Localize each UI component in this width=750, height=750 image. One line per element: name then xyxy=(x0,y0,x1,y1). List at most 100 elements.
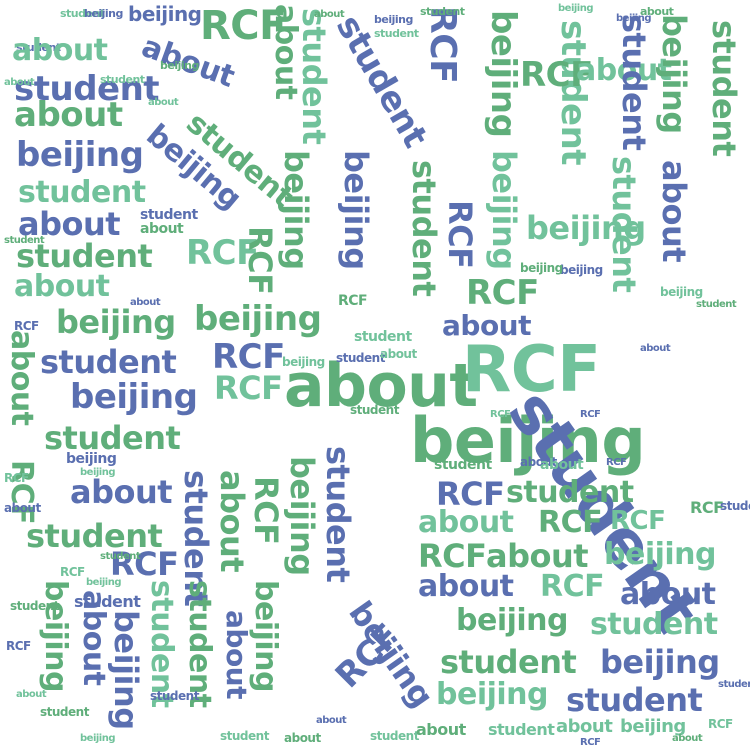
word-rcf: RCF xyxy=(690,498,724,517)
word-beijing: beijing xyxy=(194,299,322,339)
word-beijing: beijing xyxy=(436,677,549,712)
word-about: about xyxy=(640,343,671,354)
word-rcf: RCF xyxy=(606,457,627,468)
word-beijing: beijing xyxy=(107,610,145,730)
word-beijing: beijing xyxy=(660,285,703,299)
word-beijing: beijing xyxy=(485,150,523,270)
word-beijing: beijing xyxy=(283,456,321,576)
word-beijing: beijing xyxy=(70,377,198,417)
word-about: about xyxy=(672,733,703,744)
word-student: student xyxy=(434,457,492,473)
word-rcf: RCF xyxy=(14,319,39,333)
word-student: student xyxy=(420,5,465,18)
word-about: about xyxy=(520,455,557,469)
word-student: student xyxy=(336,351,385,365)
word-student: student xyxy=(100,73,145,86)
word-about: about xyxy=(316,715,347,726)
word-about: about xyxy=(18,205,121,243)
word-student: student xyxy=(60,7,105,20)
word-about: about xyxy=(4,77,35,88)
word-about: about xyxy=(314,9,345,20)
word-rcf: RCF xyxy=(338,293,368,309)
word-about: about xyxy=(640,5,674,18)
word-about: about xyxy=(213,470,251,573)
word-rcf: RCF xyxy=(538,505,603,540)
word-student: student xyxy=(405,160,443,297)
word-beijing: beijing xyxy=(410,404,646,477)
word-about: about xyxy=(442,309,532,342)
word-rcf: RCF xyxy=(466,273,539,313)
word-student: student xyxy=(370,729,419,743)
word-beijing: beijing xyxy=(38,580,73,693)
word-about: about xyxy=(220,610,253,699)
word-rcf: RCF xyxy=(610,506,666,536)
word-student: student xyxy=(16,237,153,275)
word-student: student xyxy=(615,14,653,151)
word-student: student xyxy=(40,343,177,381)
word-student: student xyxy=(720,499,750,513)
word-student: student xyxy=(488,720,555,739)
word-about: about xyxy=(148,97,179,108)
word-beijing: beijing xyxy=(620,716,686,737)
word-about: about xyxy=(268,4,303,100)
word-beijing: beijing xyxy=(277,150,315,270)
word-beijing: beijing xyxy=(80,467,116,478)
word-beijing: beijing xyxy=(560,263,603,277)
word-about: about xyxy=(12,33,108,68)
word-rcf: RCF xyxy=(200,3,286,49)
word-beijing: beijing xyxy=(248,580,283,693)
word-student: student xyxy=(16,41,61,54)
word-rcf: RCF xyxy=(186,233,259,273)
word-rcf: RCF xyxy=(4,471,29,485)
word-about: about xyxy=(14,269,110,304)
word-student: student xyxy=(566,681,703,719)
word-beijing: beijing xyxy=(66,451,117,467)
word-about: about xyxy=(540,457,584,473)
word-student: student xyxy=(40,705,89,719)
word-rcf: RCF xyxy=(60,565,85,579)
word-rcf: RCF xyxy=(490,409,511,420)
word-about: about xyxy=(418,505,514,540)
word-student: student xyxy=(590,607,718,642)
word-student: student xyxy=(440,643,577,681)
word-beijing: beijing xyxy=(128,2,202,26)
word-beijing: beijing xyxy=(616,13,652,24)
word-about: about xyxy=(4,330,39,426)
word-about: about xyxy=(380,347,417,361)
word-beijing: beijing xyxy=(80,733,116,744)
word-rcf: RCF xyxy=(580,409,601,420)
word-rcf: RCF xyxy=(6,639,31,653)
word-beijing: beijing xyxy=(655,14,693,134)
word-beijing: beijing xyxy=(604,537,717,572)
word-student: student xyxy=(350,403,399,417)
word-about: about xyxy=(130,297,161,308)
word-student: student xyxy=(10,599,59,613)
word-about: about xyxy=(416,720,466,739)
word-student: student xyxy=(74,592,141,611)
word-beijing: beijing xyxy=(86,577,122,588)
word-student: student xyxy=(705,20,743,157)
word-about: about xyxy=(4,501,41,515)
word-student: student xyxy=(718,679,750,690)
word-about: about xyxy=(284,731,321,745)
word-rcf: RCF xyxy=(110,545,179,583)
word-student: student xyxy=(319,446,357,583)
word-rcf: RCF xyxy=(462,333,601,407)
word-beijing: beijing xyxy=(160,59,199,72)
word-about: about xyxy=(655,160,693,263)
word-about: about xyxy=(140,221,184,237)
word-beijing: beijing xyxy=(16,135,144,175)
word-beijing: beijing xyxy=(84,7,123,20)
word-beijing: beijing xyxy=(600,643,720,681)
word-rcf: RCF xyxy=(418,537,487,575)
word-rcf: RCF xyxy=(247,476,285,545)
word-student: student xyxy=(696,299,737,310)
word-rcf: RCF xyxy=(241,226,279,295)
word-about: about xyxy=(556,716,613,737)
word-rcf: RCF xyxy=(441,200,479,269)
word-beijing: beijing xyxy=(282,355,325,369)
word-beijing: beijing xyxy=(520,261,563,275)
word-student: student xyxy=(150,689,199,703)
word-student: student xyxy=(605,156,643,293)
